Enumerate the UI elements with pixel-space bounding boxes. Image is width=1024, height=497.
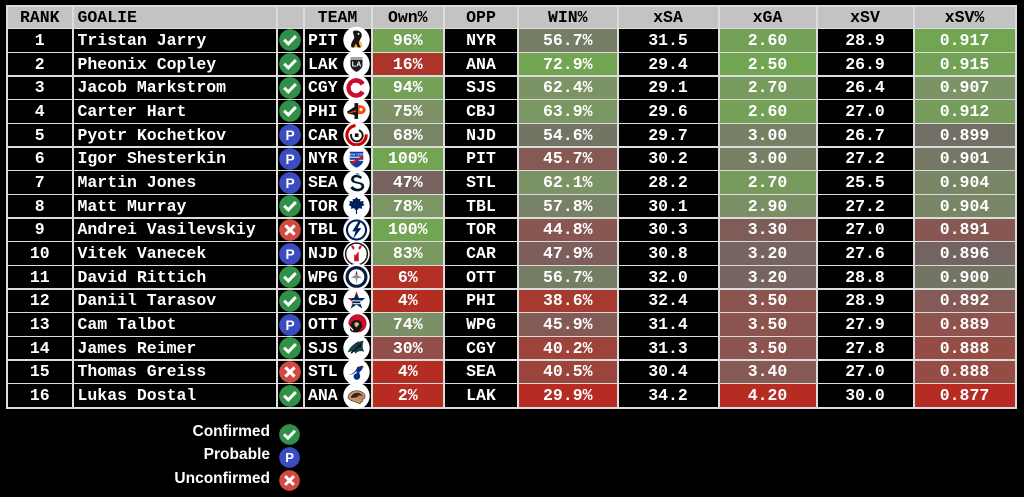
svg-text:P: P (285, 450, 294, 465)
svg-text:P: P (286, 128, 295, 143)
svg-text:P: P (286, 175, 295, 190)
svg-text:P: P (286, 152, 295, 167)
svg-text:P: P (286, 317, 295, 332)
svg-text:NEW YORK: NEW YORK (348, 153, 366, 157)
svg-text:P: P (286, 246, 295, 261)
svg-text:LA: LA (351, 60, 361, 69)
